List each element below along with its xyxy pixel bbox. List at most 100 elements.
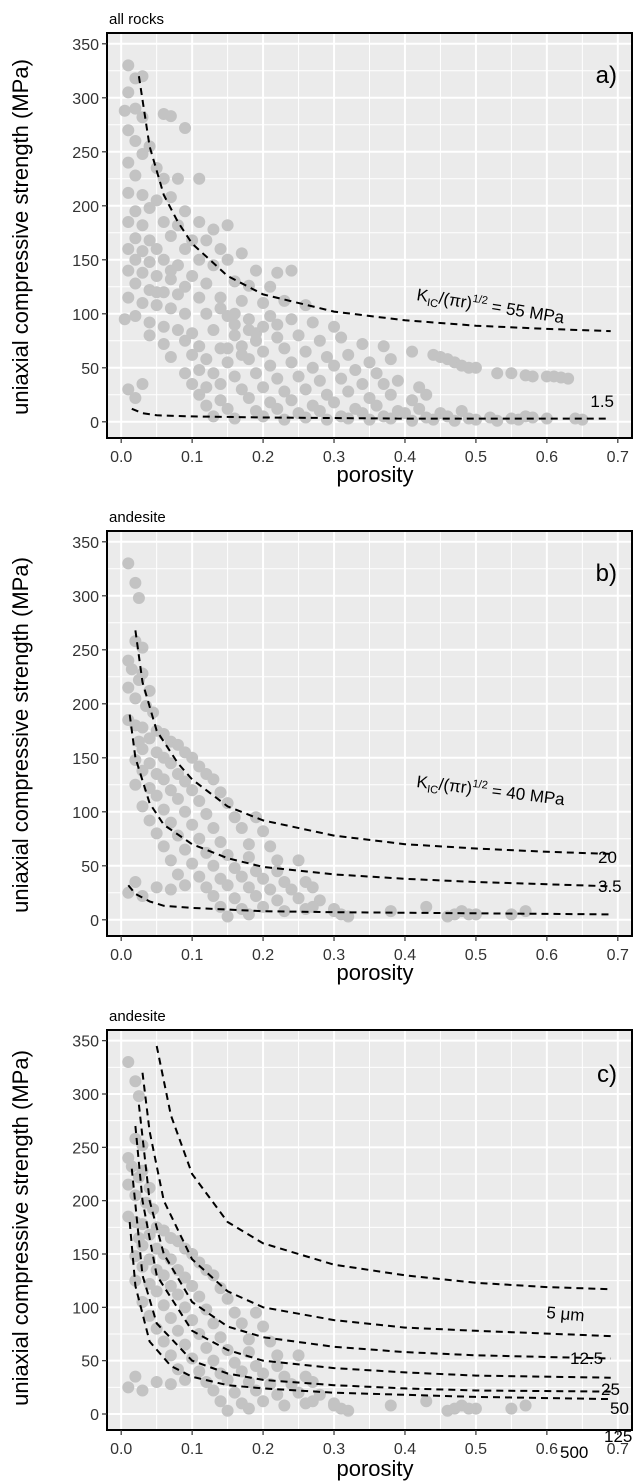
data-point bbox=[122, 216, 135, 228]
data-point bbox=[207, 1317, 220, 1330]
data-point bbox=[249, 264, 262, 277]
y-tick-label: 0 bbox=[90, 1407, 99, 1424]
data-point bbox=[242, 1376, 255, 1388]
data-point bbox=[469, 361, 482, 374]
x-tick-label: 0.2 bbox=[252, 947, 274, 964]
x-tick-label: 0.4 bbox=[394, 449, 416, 466]
data-point bbox=[136, 189, 149, 201]
data-point bbox=[143, 140, 156, 153]
model-curve bbox=[137, 1104, 611, 1360]
data-point bbox=[235, 1365, 248, 1378]
data-point bbox=[193, 340, 206, 353]
data-point bbox=[512, 413, 525, 426]
data-point bbox=[179, 243, 192, 255]
data-point bbox=[271, 331, 284, 344]
data-point bbox=[207, 410, 220, 423]
x-tick-label: 0.1 bbox=[181, 449, 203, 466]
panel-subtitle: andesite bbox=[109, 509, 166, 526]
data-point bbox=[136, 266, 149, 279]
data-point bbox=[164, 883, 177, 896]
data-point bbox=[292, 370, 305, 383]
data-point bbox=[207, 1384, 220, 1397]
data-point bbox=[349, 363, 362, 376]
y-tick-label: 0 bbox=[90, 415, 99, 432]
data-point bbox=[143, 234, 156, 247]
data-point bbox=[469, 1402, 482, 1415]
data-point bbox=[179, 280, 192, 293]
data-point bbox=[469, 908, 482, 921]
data-point bbox=[328, 1397, 341, 1410]
data-point bbox=[179, 205, 192, 218]
data-point bbox=[235, 247, 248, 260]
data-point bbox=[214, 900, 227, 913]
data-point bbox=[122, 886, 135, 899]
data-point bbox=[328, 359, 341, 372]
data-point bbox=[193, 363, 206, 376]
data-point bbox=[249, 811, 262, 824]
x-tick-label: 0.4 bbox=[394, 1441, 416, 1458]
data-point bbox=[221, 219, 234, 232]
data-point bbox=[228, 1386, 241, 1399]
data-point bbox=[179, 1373, 192, 1386]
data-point bbox=[221, 879, 234, 892]
x-axis-title: porosity bbox=[336, 1456, 413, 1481]
data-point bbox=[214, 378, 227, 390]
data-point bbox=[257, 297, 270, 309]
data-point bbox=[491, 414, 504, 427]
data-point bbox=[406, 394, 419, 407]
data-point bbox=[164, 854, 177, 867]
data-point bbox=[207, 223, 220, 236]
data-point bbox=[193, 1328, 206, 1340]
data-point bbox=[122, 59, 135, 72]
data-point bbox=[129, 309, 142, 322]
data-point bbox=[125, 1160, 138, 1173]
y-tick-label: 0 bbox=[90, 913, 99, 930]
data-point bbox=[292, 892, 305, 905]
data-point bbox=[235, 870, 248, 883]
data-point bbox=[491, 367, 504, 380]
data-point bbox=[143, 329, 156, 342]
x-tick-label: 0.3 bbox=[323, 1441, 345, 1458]
data-point bbox=[157, 1269, 170, 1282]
data-point bbox=[136, 245, 149, 258]
data-point bbox=[271, 1349, 284, 1362]
data-point bbox=[278, 294, 291, 307]
data-point bbox=[363, 413, 376, 426]
data-point bbox=[420, 1395, 433, 1408]
data-point bbox=[143, 316, 156, 329]
data-point bbox=[193, 216, 206, 228]
data-point bbox=[207, 1269, 220, 1282]
data-point bbox=[257, 1395, 270, 1408]
data-point bbox=[249, 1360, 262, 1372]
data-point bbox=[257, 825, 270, 838]
data-point bbox=[448, 414, 461, 427]
data-point bbox=[242, 838, 255, 851]
data-point bbox=[306, 1376, 319, 1388]
model-curve bbox=[127, 884, 611, 916]
data-point bbox=[179, 122, 192, 135]
data-point bbox=[164, 302, 177, 315]
curve-label: 50 bbox=[610, 1399, 629, 1418]
data-point bbox=[207, 324, 220, 336]
data-point bbox=[257, 900, 270, 913]
data-point bbox=[207, 822, 220, 834]
y-tick-label: 200 bbox=[72, 1194, 99, 1211]
data-point bbox=[320, 351, 333, 363]
data-point bbox=[122, 1178, 135, 1191]
data-point bbox=[150, 162, 163, 174]
data-point bbox=[171, 738, 184, 751]
data-point bbox=[214, 1282, 227, 1295]
data-point bbox=[214, 836, 227, 849]
data-point bbox=[278, 1399, 291, 1412]
data-point bbox=[186, 348, 199, 361]
data-point bbox=[398, 407, 411, 420]
data-point bbox=[370, 399, 383, 412]
model-curve bbox=[130, 1168, 611, 1393]
data-point bbox=[292, 329, 305, 342]
data-point bbox=[455, 405, 468, 417]
data-point bbox=[264, 883, 277, 896]
data-point bbox=[179, 1271, 192, 1284]
data-point bbox=[164, 1349, 177, 1362]
data-point bbox=[122, 1056, 135, 1068]
data-point bbox=[143, 814, 156, 827]
